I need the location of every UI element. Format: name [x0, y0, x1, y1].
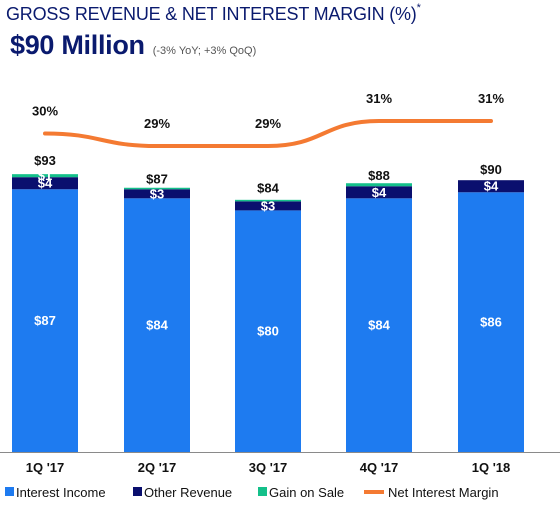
- bar-segment-interest-income: [124, 198, 190, 452]
- bar-total-label: $88: [368, 168, 390, 183]
- x-tick-label: 1Q '18: [472, 460, 511, 475]
- segment-value-label: $84: [146, 318, 168, 333]
- bar-segment-gain-on-sale: [346, 183, 412, 187]
- x-tick-label: 1Q '17: [26, 460, 65, 475]
- segment-value-label: $80: [257, 324, 279, 339]
- nim-value-label: 30%: [32, 104, 58, 119]
- legend-swatch: [258, 487, 267, 496]
- segment-value-label: $4: [484, 179, 499, 194]
- title-footnote-marker: *: [416, 2, 421, 14]
- bar-segment-other-revenue: [458, 180, 524, 193]
- segment-value-label: $3: [261, 198, 275, 213]
- legend-swatch: [133, 487, 142, 496]
- chart-title: GROSS REVENUE & NET INTEREST MARGIN (%)*: [6, 2, 421, 25]
- headline: $90 Million (-3% YoY; +3% QoQ): [10, 30, 256, 61]
- bar-segment-gain-on-sale: [235, 199, 301, 202]
- segment-value-label: $3: [150, 186, 164, 201]
- headline-note: (-3% YoY; +3% QoQ): [152, 45, 257, 57]
- bar-segment-other-revenue: [124, 189, 190, 199]
- nim-value-label: 31%: [478, 91, 504, 106]
- bar-total-label: $90: [480, 162, 502, 177]
- legend-swatch: [5, 487, 14, 496]
- nim-line: [43, 118, 493, 149]
- bar-segment-other-revenue: [235, 201, 301, 211]
- segment-value-label: $4: [38, 176, 53, 191]
- legend-label: Net Interest Margin: [388, 485, 499, 500]
- bar-segment-interest-income: [458, 192, 524, 452]
- segment-value-label: $87: [34, 313, 56, 328]
- legend-label: Gain on Sale: [269, 485, 344, 500]
- x-tick-label: 2Q '17: [138, 460, 177, 475]
- bar-segment-other-revenue: [346, 186, 412, 199]
- x-tick-label: 3Q '17: [249, 460, 288, 475]
- x-tick-label: 4Q '17: [360, 460, 399, 475]
- segment-value-label: $1: [38, 168, 52, 183]
- nim-value-label: 29%: [144, 116, 170, 131]
- bar-segment-interest-income: [235, 210, 301, 452]
- chart-title-text: GROSS REVENUE & NET INTEREST MARGIN (%): [6, 4, 417, 24]
- bar-segment-gain-on-sale: [124, 187, 190, 190]
- segment-value-label: $86: [480, 315, 502, 330]
- segment-value-label: $84: [368, 318, 390, 333]
- bar-total-label: $87: [146, 171, 168, 186]
- nim-value-label: 29%: [255, 116, 281, 131]
- bar-segment-interest-income: [12, 189, 78, 452]
- bar-segment-other-revenue: [12, 177, 78, 190]
- bar-segment-interest-income: [346, 198, 412, 452]
- legend-label: Other Revenue: [144, 485, 232, 500]
- legend-label: Interest Income: [16, 485, 106, 500]
- nim-value-label: 31%: [366, 91, 392, 106]
- headline-value: $90 Million: [10, 30, 145, 60]
- segment-value-label: $4: [372, 185, 387, 200]
- bar-total-label: $84: [257, 180, 279, 195]
- bar-segment-gain-on-sale: [12, 174, 78, 178]
- bar-total-label: $93: [34, 153, 56, 168]
